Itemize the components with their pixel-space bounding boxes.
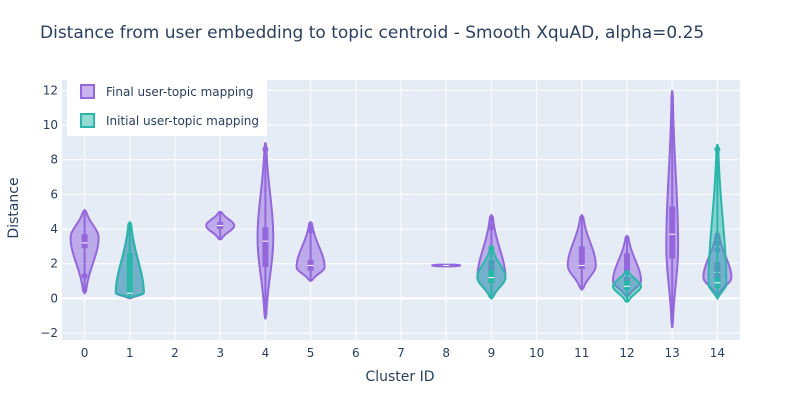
y-tick-label: 8 [50,153,58,167]
legend[interactable]: Final user-topic mapping Initial user-top… [67,78,267,136]
violin-cluster-3-series-0[interactable] [205,210,236,241]
legend-label: Initial user-topic mapping [106,114,259,128]
y-tick-label: 0 [50,291,58,305]
x-axis-title: Cluster ID [365,369,434,385]
violin-cluster-13-series-0[interactable] [665,90,680,328]
x-tick-label: 14 [710,346,725,360]
violin-cluster-9-series-1[interactable] [476,245,507,300]
outlier-point [262,146,269,153]
violin-iqr-box [624,281,630,290]
x-axis-ticks: 0 1 2 3 4 5 6 7 8 9 10 11 12 13 14 [81,346,725,360]
legend-item-1[interactable]: Initial user-topic mapping [80,113,259,128]
x-tick-label: 5 [307,346,315,360]
y-tick-label: 10 [43,118,58,132]
outlier-point [307,227,314,234]
violin-cluster-5-series-0[interactable] [295,220,326,283]
legend-swatch [80,84,95,99]
x-tick-label: 7 [397,346,405,360]
legend-item-0[interactable]: Final user-topic mapping [80,84,253,99]
x-tick-label: 1 [126,346,134,360]
x-tick-label: 12 [619,346,634,360]
y-tick-label: 2 [50,257,58,271]
y-tick-label: 6 [50,187,58,201]
x-tick-label: 10 [529,346,544,360]
x-tick-label: 2 [171,346,179,360]
violin-cluster-8-series-0[interactable] [431,263,462,268]
violin-cluster-1-series-1[interactable] [114,220,145,299]
outlier-point [714,146,721,153]
violin-iqr-box [126,253,133,295]
outlier-point [81,272,88,279]
legend-background [67,78,267,136]
x-tick-label: 3 [216,346,224,360]
x-tick-label: 0 [81,346,89,360]
outlier-point [488,245,495,252]
violin-iqr-box [488,270,495,283]
legend-label: Final user-topic mapping [106,85,253,99]
chart-title: Distance from user embedding to topic ce… [40,23,704,43]
outlier-point [488,224,495,231]
y-axis-ticks: −2 0 2 4 6 8 10 12 [40,83,58,340]
x-tick-label: 6 [352,346,360,360]
violin-iqr-box [578,246,585,269]
x-tick-label: 13 [665,346,680,360]
legend-swatch [80,113,95,128]
violin-cluster-4-series-0[interactable] [256,142,275,320]
y-axis-title: Distance [6,177,22,238]
x-tick-label: 9 [488,346,496,360]
violins [69,90,733,328]
y-tick-label: 12 [43,83,58,97]
violin-cluster-0-series-0[interactable] [69,208,100,295]
violin-iqr-box [262,227,269,268]
x-tick-label: 11 [574,346,589,360]
violin-cluster-12-series-1[interactable] [611,269,643,303]
y-tick-label: −2 [40,326,58,340]
violin-cluster-11-series-0[interactable] [566,213,597,292]
violin-iqr-box [81,234,88,249]
x-tick-label: 4 [262,346,270,360]
violin-cluster-14-series-1[interactable] [707,143,728,301]
x-tick-label: 8 [442,346,450,360]
violin-iqr-box [669,206,676,259]
y-tick-label: 4 [50,222,58,236]
